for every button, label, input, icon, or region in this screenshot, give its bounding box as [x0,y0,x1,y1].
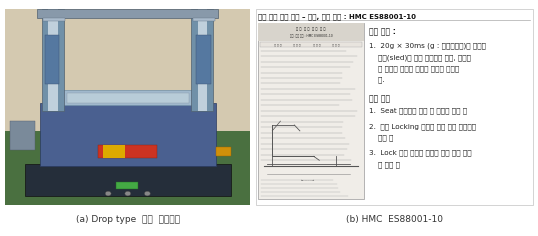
FancyBboxPatch shape [5,9,250,137]
Text: ←————→: ←————→ [301,178,315,182]
FancyBboxPatch shape [258,23,364,199]
FancyBboxPatch shape [5,131,250,205]
Text: 1.  Seat 부착부의 해제 및 파괴가 없을 것: 1. Seat 부착부의 해제 및 파괴가 없을 것 [369,108,468,114]
Text: 전방, 후방 충돌 : HMC ES88001-10: 전방, 후방 충돌 : HMC ES88001-10 [289,33,332,37]
Text: (b) HMC  ES88001-10: (b) HMC ES88001-10 [345,215,443,224]
FancyBboxPatch shape [197,9,207,111]
Text: 평가 방법 :: 평가 방법 : [369,27,396,36]
FancyBboxPatch shape [216,147,231,156]
Text: 로 대차에 충격을 가하여 다음을 평가한: 로 대차에 충격을 가하여 다음을 평가한 [369,65,459,72]
FancyBboxPatch shape [98,145,157,158]
Circle shape [105,191,111,196]
Text: 2.  각종 Locking 장치의 해제 또는 어긋남이: 2. 각종 Locking 장치의 해제 또는 어긋남이 [369,123,476,130]
FancyBboxPatch shape [10,121,35,151]
Text: 충 돌  성 능  평 가  방 법: 충 돌 성 능 평 가 방 법 [296,27,325,31]
Text: 평가 항목: 평가 항목 [369,94,390,103]
FancyBboxPatch shape [196,35,211,84]
Text: ○ ○ ○: ○ ○ ○ [332,42,340,46]
FancyBboxPatch shape [40,103,216,166]
FancyBboxPatch shape [192,9,214,111]
Text: (a) Drop type  충격  시험장비: (a) Drop type 충격 시험장비 [76,215,180,224]
FancyBboxPatch shape [42,9,64,111]
FancyBboxPatch shape [67,93,189,103]
FancyBboxPatch shape [116,182,138,189]
Text: ○ ○ ○: ○ ○ ○ [313,42,321,46]
FancyBboxPatch shape [260,42,362,47]
Circle shape [125,191,131,196]
Text: 다.: 다. [369,77,385,84]
FancyBboxPatch shape [256,9,533,205]
FancyBboxPatch shape [48,9,58,111]
FancyBboxPatch shape [258,23,364,41]
Text: ○ ○ ○: ○ ○ ○ [274,42,282,46]
Text: 대차(sled)에 시트 장착하여 전방, 후방으: 대차(sled)에 시트 장착하여 전방, 후방으 [369,54,471,61]
Text: 없을 것: 없을 것 [369,135,393,141]
Circle shape [144,191,150,196]
Text: 가 없을 것: 가 없을 것 [369,161,400,168]
Text: 3.  Lock 장치 주변의 과도한 변형 또는 파괴: 3. Lock 장치 주변의 과도한 변형 또는 파괴 [369,150,472,156]
Text: ○ ○ ○: ○ ○ ○ [293,42,301,46]
FancyBboxPatch shape [54,90,201,105]
Text: 충돌 성능 평가 방법 – 전방, 후방 충돌 : HMC ES88001-10: 충돌 성능 평가 방법 – 전방, 후방 충돌 : HMC ES88001-10 [258,13,416,20]
FancyBboxPatch shape [25,164,231,195]
FancyBboxPatch shape [103,145,125,158]
FancyBboxPatch shape [45,35,59,84]
Text: 1.  20g × 30ms (g : 중력가속도)의 속도로: 1. 20g × 30ms (g : 중력가속도)의 속도로 [369,43,486,49]
FancyBboxPatch shape [44,18,65,21]
FancyBboxPatch shape [37,9,218,18]
FancyBboxPatch shape [193,18,215,21]
